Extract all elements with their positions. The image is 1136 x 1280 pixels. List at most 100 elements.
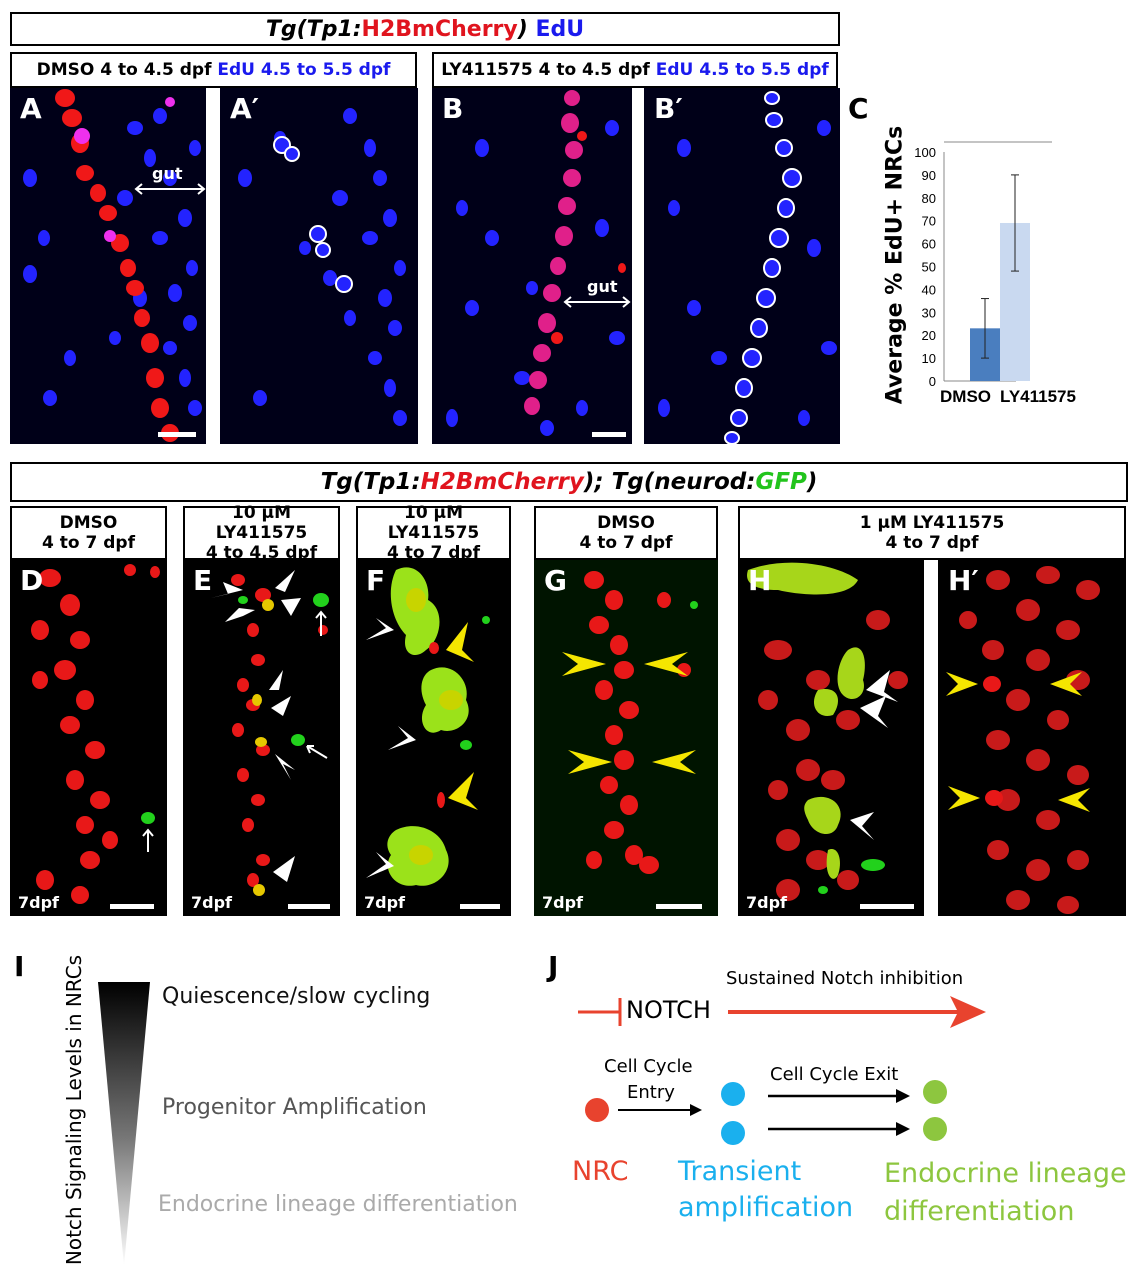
micrograph-a: A gut <box>10 88 206 444</box>
panel-label: G <box>544 564 567 597</box>
panel-label: H′ <box>948 564 979 597</box>
header-part-1: Tg(Tp1: <box>320 469 421 495</box>
panel-label: B <box>442 92 464 125</box>
header-tg: Tg(Tp1: <box>265 16 362 42</box>
scale-bar <box>656 904 702 909</box>
panel-label-i: I <box>14 950 25 983</box>
caption-g: DMSO 4 to 7 dpf <box>534 506 718 560</box>
caption-h: 1 μM LY411575 4 to 7 dpf <box>738 506 1126 560</box>
y-tick-label: 40 <box>922 282 936 297</box>
x-category-label: LY411575 <box>1000 387 1076 406</box>
panel-label: B′ <box>654 92 683 125</box>
micrograph-a-image <box>23 89 206 442</box>
panel-label: H <box>748 564 772 597</box>
header-part-3: ) <box>806 469 818 495</box>
micrograph-d-image <box>31 564 160 904</box>
panel-label: D <box>20 564 44 597</box>
caption-ly-edu: LY411575 4 to 4.5 dpf EdU 4.5 to 5.5 dpf <box>432 52 838 88</box>
caption-e: 10 μM LY411575 4 to 4.5 dpf <box>183 503 340 563</box>
transient-label-2: amplification <box>678 1192 854 1223</box>
nrc-cell-icon <box>585 1098 609 1122</box>
notch-gradient-wedge <box>98 982 150 1266</box>
y-tick-label: 70 <box>922 214 936 229</box>
header-reporter: H2BmCherry <box>420 469 584 495</box>
gut-label: gut <box>152 164 183 183</box>
micrograph-h: H 7dpf <box>738 560 924 916</box>
micrograph-e: E 7dpf <box>183 560 340 916</box>
header-part-2: ); Tg(neurod: <box>583 469 756 495</box>
micrograph-h-prime: H′ <box>938 560 1126 916</box>
scale-bar <box>158 432 196 437</box>
micrograph-b: B gut <box>432 88 632 444</box>
caption-treatment: LY411575 4 to 4.5 dpf <box>441 60 650 80</box>
endocrine-cell-icon <box>923 1080 947 1104</box>
micrograph-d: D 7dpf <box>10 560 167 916</box>
notch-inhibition-arrows <box>578 996 986 1028</box>
cell-cycle-entry-1: Cell Cycle <box>604 1056 693 1077</box>
scale-bar <box>860 904 914 909</box>
y-tick-label: 80 <box>922 191 936 206</box>
cell-cycle-entry-2: Entry <box>627 1082 675 1103</box>
notch-axis-label: Notch Signaling Levels in NRCs <box>62 954 86 1266</box>
chart-ylabel: Average % EdU+ NRCs <box>882 125 908 405</box>
cell-cycle-exit: Cell Cycle Exit <box>770 1064 899 1085</box>
level-progenitor: Progenitor Amplification <box>162 1095 427 1120</box>
panel-label: A <box>20 92 42 125</box>
caption-line2: 4 to 7 dpf <box>42 533 135 553</box>
sustained-label: Sustained Notch inhibition <box>726 968 964 989</box>
transient-cell-icon <box>721 1082 745 1106</box>
micrograph-b-prime-image <box>658 91 837 444</box>
y-tick-label: 90 <box>922 168 936 183</box>
micrograph-b-image <box>446 90 631 436</box>
transient-label-1: Transient <box>678 1156 802 1187</box>
caption-treatment: DMSO 4 to 4.5 dpf <box>36 60 212 80</box>
micrograph-g-image <box>562 571 698 874</box>
bar-chart-edu-nrcs: 0 10 20 30 40 50 60 70 80 90 100 DMSO LY411575 <box>914 141 1076 406</box>
level-endocrine: Endocrine lineage differentiation <box>158 1192 518 1217</box>
caption-line2: 4 to 4.5 dpf <box>205 543 318 563</box>
stage-label: 7dpf <box>364 893 405 912</box>
stage-label: 7dpf <box>191 893 232 912</box>
y-tick-label: 10 <box>922 351 936 366</box>
panel-label-j: J <box>548 950 559 983</box>
stage-label: 7dpf <box>746 893 787 912</box>
y-tick-label: 20 <box>922 328 936 343</box>
endocrine-label-2: differentiation <box>884 1196 1075 1227</box>
endocrine-cell-icon <box>923 1117 947 1141</box>
caption-edu: EdU 4.5 to 5.5 dpf <box>655 60 829 80</box>
scale-bar <box>288 904 330 909</box>
x-category-label: DMSO <box>940 387 991 406</box>
caption-line2: 4 to 7 dpf <box>387 543 480 563</box>
notch-label: NOTCH <box>626 996 711 1024</box>
caption-f: 10 μM LY411575 4 to 7 dpf <box>356 503 511 563</box>
panel-label: A′ <box>230 92 260 125</box>
level-quiescence: Quiescence/slow cycling <box>162 984 431 1009</box>
micrograph-a-prime: A′ <box>220 88 418 444</box>
caption-line1: 1 μM LY411575 <box>859 513 1005 533</box>
mid-header: Tg(Tp1: H2BmCherry); Tg(neurod: GFP) <box>10 462 1128 502</box>
caption-dmso-edu: DMSO 4 to 4.5 dpf EdU 4.5 to 5.5 dpf <box>10 52 417 88</box>
caption-line2: 4 to 7 dpf <box>885 533 979 553</box>
scale-bar <box>592 432 626 437</box>
header-marker: EdU <box>535 16 585 42</box>
panel-label-c: C <box>848 92 869 125</box>
y-tick-label: 60 <box>922 237 936 252</box>
y-tick-label: 30 <box>922 305 936 320</box>
micrograph-f-image <box>366 567 490 886</box>
panel-label: F <box>366 564 386 597</box>
micrograph-h-prime-image <box>946 566 1100 914</box>
nrc-label: NRC <box>572 1156 629 1187</box>
cell-cycle-diagram <box>585 1080 947 1145</box>
y-tick-label: 100 <box>914 145 936 160</box>
micrograph-g: G 7dpf <box>534 560 718 916</box>
y-tick-label: 0 <box>929 374 936 389</box>
gut-label: gut <box>587 277 618 296</box>
endocrine-label-1: Endocrine lineage <box>884 1158 1127 1189</box>
micrograph-b-prime: B′ <box>644 88 840 444</box>
scale-bar <box>460 904 500 909</box>
header-gfp: GFP <box>755 469 807 495</box>
scale-bar <box>110 904 154 909</box>
micrograph-h-image <box>747 562 908 901</box>
caption-line1: 10 μM LY411575 <box>387 503 480 543</box>
micrograph-f: F 7dpf <box>356 560 511 916</box>
